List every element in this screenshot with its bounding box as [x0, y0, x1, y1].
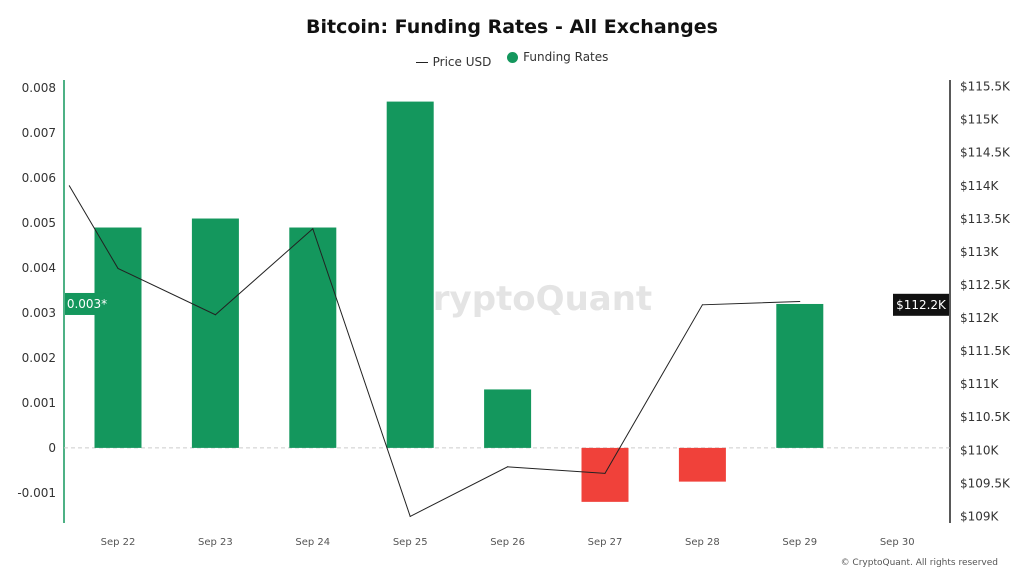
price-point — [117, 267, 119, 269]
right-tick-label: $114K — [960, 179, 1000, 193]
legend-item-price[interactable]: Price USD — [415, 55, 492, 69]
price-point — [68, 185, 70, 187]
left-tick-label: 0.005 — [22, 216, 56, 230]
funding-bar — [386, 101, 434, 448]
funding-bar — [289, 227, 337, 448]
right-tick-label: $110.5K — [960, 410, 1011, 424]
funding-bar — [581, 447, 629, 502]
price-point — [409, 515, 411, 517]
legend-label: Funding Rates — [523, 50, 609, 64]
current-funding-badge — [65, 292, 109, 315]
right-tick-label: $114.5K — [960, 146, 1011, 160]
left-tick-label: 0.007 — [22, 126, 56, 140]
right-tick-label: $113.5K — [960, 212, 1011, 226]
legend: Price USD Funding Rates — [0, 50, 1024, 69]
left-tick-label: 0.004 — [22, 261, 56, 275]
x-tick-label: Sep 27 — [588, 537, 623, 548]
legend-item-funding[interactable]: Funding Rates — [507, 50, 608, 64]
right-tick-label: $110K — [960, 443, 1000, 457]
chart-title: Bitcoin: Funding Rates - All Exchanges — [306, 16, 718, 38]
right-tick-label: $115.5K — [960, 80, 1011, 94]
left-tick-label: 0.008 — [22, 81, 56, 95]
watermark: CryptoQuant — [408, 279, 652, 319]
right-tick-label: $109K — [960, 509, 1000, 523]
left-tick-label: -0.001 — [17, 486, 56, 500]
right-tick-label: $112.5K — [960, 278, 1011, 292]
price-point — [799, 301, 801, 302]
left-tick-label: 0.006 — [22, 171, 56, 185]
left-tick-label: 0 — [48, 441, 56, 455]
price-point — [507, 466, 509, 468]
price-point — [604, 472, 606, 474]
price-point — [214, 314, 216, 316]
x-tick-label: Sep 28 — [685, 537, 720, 548]
right-tick-label: $111.5K — [960, 344, 1011, 358]
left-tick-label: 0.001 — [22, 396, 56, 410]
x-tick-label: Sep 22 — [101, 537, 136, 548]
price-point — [701, 304, 703, 306]
current-price-badge — [893, 293, 949, 316]
x-tick-label: Sep 26 — [490, 537, 525, 548]
dot-swatch-icon — [507, 51, 519, 63]
x-tick-label: Sep 25 — [393, 537, 428, 548]
left-tick-label: 0.003 — [22, 306, 56, 320]
copyright-footer: © CryptoQuant. All rights reserved — [840, 558, 998, 568]
funding-bar — [776, 303, 824, 448]
right-tick-label: $112K — [960, 311, 1000, 325]
right-tick-label: $111K — [960, 377, 1000, 391]
right-tick-label: $109.5K — [960, 476, 1011, 490]
funding-bar — [484, 389, 532, 448]
funding-bar — [678, 447, 726, 482]
legend-label: Price USD — [432, 55, 492, 69]
right-tick-label: $115K — [960, 113, 1000, 127]
x-tick-label: Sep 24 — [295, 537, 330, 548]
funding-bar — [191, 218, 239, 448]
funding-bar — [94, 227, 142, 448]
current-price-label: $112.2K — [896, 298, 947, 312]
x-tick-label: Sep 23 — [198, 537, 233, 548]
x-tick-label: Sep 30 — [880, 537, 915, 548]
line-swatch-icon — [415, 61, 428, 63]
right-tick-label: $113K — [960, 245, 1000, 259]
current-funding-label: 0.003* — [67, 297, 107, 311]
left-tick-label: 0.002 — [22, 351, 56, 365]
price-point — [312, 228, 314, 230]
x-tick-label: Sep 29 — [782, 537, 817, 548]
